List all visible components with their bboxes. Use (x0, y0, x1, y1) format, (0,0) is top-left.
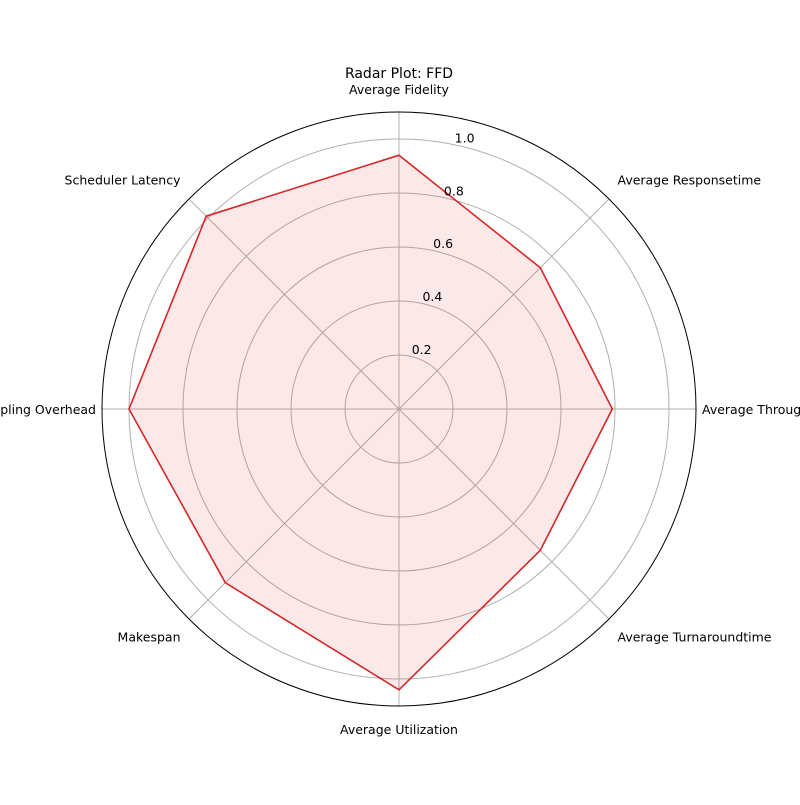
data-point-5 (398, 689, 400, 691)
data-point-6 (224, 581, 227, 584)
spoke-line (398, 198, 610, 410)
series-fill-area (129, 155, 613, 690)
radial-tick-label: 0.6 (433, 236, 453, 251)
radial-tick-label: 0.2 (412, 342, 432, 357)
axis-label-7: Sampling Overhead (0, 402, 96, 417)
data-point-1 (398, 154, 400, 156)
spoke-line (188, 408, 400, 620)
axis-label-4: Average Turnaroundtime (618, 630, 772, 645)
axis-label-8: Scheduler Latency (65, 173, 182, 188)
axis-label-6: Makespan (118, 630, 181, 645)
radial-tick-label: 0.4 (422, 289, 442, 304)
polar-frame (101, 111, 697, 707)
data-point-2 (539, 266, 542, 269)
radial-tick-label: 0.8 (444, 183, 464, 198)
axis-label-3: Average Throughput (702, 402, 800, 417)
data-point-7 (128, 408, 130, 410)
data-point-8 (205, 215, 207, 217)
data-point-3 (611, 408, 614, 410)
spoke-line (188, 198, 400, 410)
axis-label-5: Average Utilization (340, 722, 458, 737)
data-point-4 (539, 549, 542, 552)
radial-tick-label: 1.0 (455, 130, 475, 145)
axis-label-2: Average Responsetime (618, 173, 762, 188)
spoke-line (398, 408, 610, 620)
axis-label-1: Average Fidelity (349, 82, 450, 97)
chart-title: Radar Plot: FFD (345, 66, 453, 82)
